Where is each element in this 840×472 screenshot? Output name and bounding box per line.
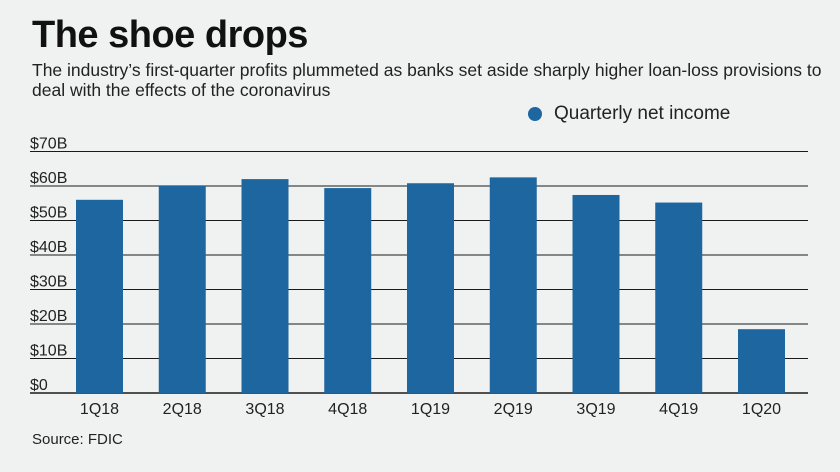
chart-title: The shoe drops <box>32 14 308 56</box>
x-tick-label: 3Q19 <box>576 401 615 418</box>
bar-1q19 <box>407 183 454 393</box>
legend-swatch <box>528 107 542 121</box>
legend-label: Quarterly net income <box>554 103 731 124</box>
x-tick-label: 1Q19 <box>411 401 450 418</box>
x-tick-label: 2Q19 <box>494 401 533 418</box>
bar-2q18 <box>158 185 206 393</box>
x-axis-tick-labels: 1Q18 2Q18 3Q18 4Q18 1Q19 2Q19 3Q19 4Q19 1Q20 <box>80 401 781 418</box>
x-tick-label: 1Q18 <box>80 401 119 418</box>
x-tick-label: 4Q19 <box>659 401 698 418</box>
y-tick-label: $40B <box>30 239 67 256</box>
y-tick-label: $50B <box>30 205 67 222</box>
bar-4q18 <box>324 188 372 393</box>
y-axis-tick-labels: $0 $10B $20B $30B $40B $50B $60B $70B <box>30 136 67 395</box>
x-tick-label: 1Q20 <box>742 401 781 418</box>
bar-1q18 <box>76 199 123 393</box>
bar-1q20 <box>738 329 785 393</box>
source-note: Source: FDIC <box>32 431 123 448</box>
y-tick-label: $20B <box>30 308 67 325</box>
y-tick-label: $0 <box>30 377 48 394</box>
x-tick-label: 3Q18 <box>245 401 284 418</box>
bar-4q19 <box>655 202 703 393</box>
bar-3q19 <box>572 194 620 393</box>
chart-subtitle: The industry’s first-quarter profits plu… <box>32 60 822 100</box>
x-tick-label: 4Q18 <box>328 401 367 418</box>
x-tick-label: 2Q18 <box>163 401 202 418</box>
y-tick-label: $60B <box>30 170 67 187</box>
y-tick-label: $30B <box>30 274 67 291</box>
bar-2q19 <box>489 177 537 393</box>
legend: Quarterly net income <box>528 103 730 125</box>
bars <box>76 177 785 393</box>
y-tick-label: $10B <box>30 343 67 360</box>
y-tick-label: $70B <box>30 136 67 153</box>
bar-3q18 <box>241 179 289 393</box>
